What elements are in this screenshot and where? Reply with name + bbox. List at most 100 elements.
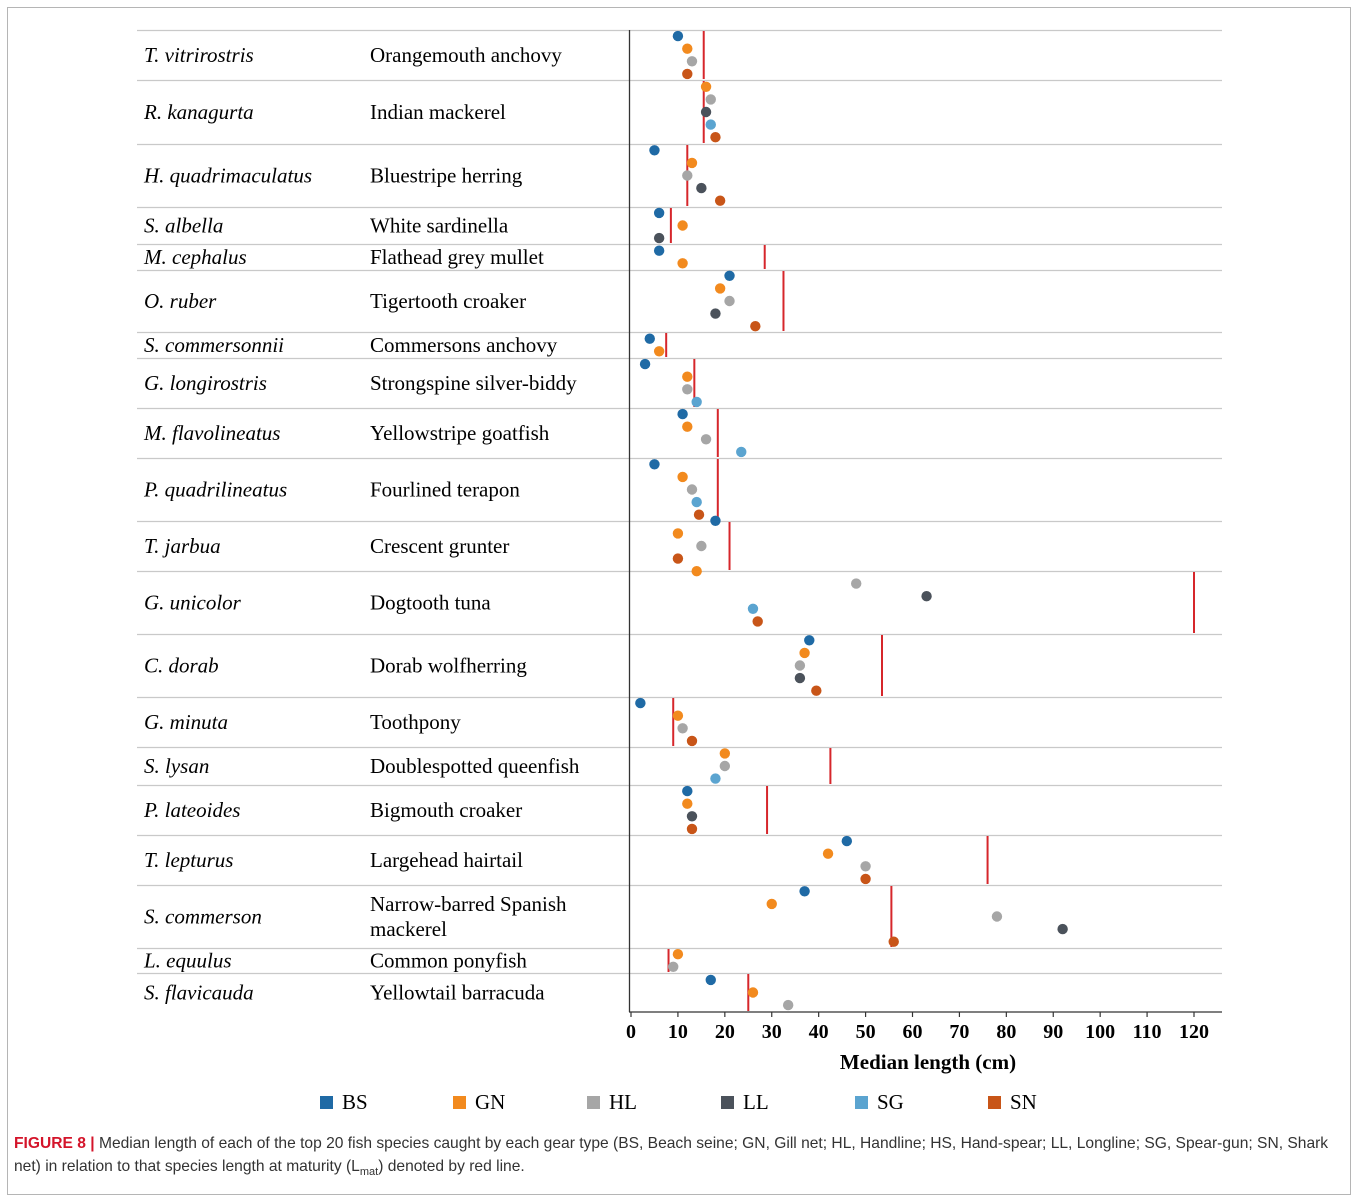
legend-label: HL xyxy=(609,1090,637,1114)
legend-swatch xyxy=(721,1096,734,1109)
caption-lmat: Lmat xyxy=(351,1158,379,1179)
data-point-bs xyxy=(841,835,853,847)
data-point-hl xyxy=(700,434,712,445)
species-scientific-name: R. kanagurta xyxy=(143,100,254,124)
species-scientific-name: M. cephalus xyxy=(143,245,247,269)
x-axis-title: Median length (cm) xyxy=(840,1050,1016,1074)
data-point-gn xyxy=(799,647,810,659)
species-common-name: Commersons anchovy xyxy=(370,333,558,357)
data-point-sn xyxy=(714,195,726,206)
legend-label: GN xyxy=(475,1090,505,1114)
data-point-bs xyxy=(677,408,688,420)
data-point-gn xyxy=(747,987,759,998)
legend-swatch xyxy=(587,1096,600,1109)
data-point-hl xyxy=(668,961,679,972)
data-point-gn xyxy=(714,283,726,294)
species-scientific-name: S. lysan xyxy=(144,754,209,778)
x-tick-label: 100 xyxy=(1085,1021,1115,1043)
data-point-hl xyxy=(851,578,862,589)
species-common-name: mackerel xyxy=(370,917,447,941)
data-point-hl xyxy=(682,384,693,395)
legend-label: BS xyxy=(342,1090,368,1114)
legend-swatch xyxy=(320,1096,333,1109)
x-tick-label: 60 xyxy=(903,1021,923,1043)
data-point-gn xyxy=(719,748,731,759)
species-scientific-name: H. quadrimaculatus xyxy=(143,164,312,188)
species-common-name: Bluestripe herring xyxy=(370,164,523,188)
data-point-bs xyxy=(705,974,716,986)
species-common-name: Doublespotted queenfish xyxy=(370,754,580,778)
data-point-gn xyxy=(700,81,712,93)
species-scientific-name: G. longirostris xyxy=(144,371,267,395)
data-point-gn xyxy=(677,220,688,231)
x-tick-label: 90 xyxy=(1043,1021,1063,1043)
species-scientific-name: O. ruber xyxy=(144,289,217,313)
data-point-bs xyxy=(649,459,660,470)
species-common-name: Orangemouth anchovy xyxy=(370,43,562,67)
data-point-ll xyxy=(686,811,698,822)
figure-frame xyxy=(7,7,1351,1195)
legend-swatch xyxy=(988,1096,1001,1109)
data-point-sn xyxy=(710,132,721,143)
data-point-sg xyxy=(710,773,721,784)
caption-text: Median length of each of the top 20 fish… xyxy=(14,1135,1329,1175)
data-point-sn xyxy=(682,68,693,80)
data-point-gn xyxy=(682,798,693,809)
data-point-bs xyxy=(653,207,665,219)
data-point-hl xyxy=(724,295,735,307)
legend-item-bs: BS xyxy=(320,1090,368,1114)
data-point-hl xyxy=(794,660,806,671)
data-point-gn xyxy=(677,471,688,483)
species-scientific-name: T. lepturus xyxy=(144,848,233,872)
legend-item-ll: LL xyxy=(721,1090,769,1114)
data-point-hl xyxy=(719,760,731,772)
data-point-bs xyxy=(710,515,721,526)
data-point-sn xyxy=(860,873,871,885)
data-point-hl xyxy=(682,170,693,181)
species-scientific-name: C. dorab xyxy=(144,654,219,678)
species-scientific-name: M. flavolineatus xyxy=(143,421,280,445)
data-point-sn xyxy=(693,509,705,520)
species-scientific-name: P. quadrilineatus xyxy=(143,478,287,502)
data-point-gn xyxy=(682,43,693,54)
data-point-ll xyxy=(1057,923,1068,935)
x-tick-label: 30 xyxy=(762,1021,782,1043)
data-point-ll xyxy=(700,106,712,118)
data-point-bs xyxy=(799,886,810,897)
x-tick-label: 120 xyxy=(1179,1021,1209,1043)
data-point-hl xyxy=(860,861,871,872)
data-point-bs xyxy=(724,270,735,281)
species-common-name: Dogtooth tuna xyxy=(370,591,491,615)
data-point-gn xyxy=(822,848,834,859)
legend-item-sg: SG xyxy=(855,1090,904,1114)
species-common-name: White sardinella xyxy=(370,214,509,238)
data-point-ll xyxy=(710,308,721,319)
x-tick-label: 50 xyxy=(856,1021,876,1043)
data-point-sn xyxy=(686,823,698,835)
data-point-hl xyxy=(696,540,707,552)
data-point-hl xyxy=(686,484,698,495)
species-common-name: Crescent grunter xyxy=(370,534,509,558)
row-separators xyxy=(137,29,1222,975)
species-common-name: Toothpony xyxy=(370,710,461,734)
data-points xyxy=(635,30,1068,1011)
data-point-bs xyxy=(644,333,655,344)
species-common-name: Narrow-barred Spanish xyxy=(370,892,567,916)
data-point-ll xyxy=(696,182,707,194)
legend-label: LL xyxy=(743,1090,769,1114)
data-point-gn xyxy=(672,528,684,539)
x-tick-label: 10 xyxy=(668,1021,688,1043)
species-scientific-name: P. lateoides xyxy=(143,798,240,822)
data-point-gn xyxy=(682,421,693,432)
species-common-name: Yellowtail barracuda xyxy=(370,981,545,1005)
x-tick-label: 80 xyxy=(996,1021,1016,1043)
species-common-name: Indian mackerel xyxy=(370,100,506,124)
data-point-bs xyxy=(804,635,815,646)
data-point-sg xyxy=(705,119,716,130)
species-scientific-name: T. vitrirostris xyxy=(144,43,254,67)
species-common-name: Dorab wolfherring xyxy=(370,654,527,678)
legend-swatch xyxy=(453,1096,466,1109)
data-point-gn xyxy=(672,710,684,721)
legend: BS GN HL LL SG SN xyxy=(320,1090,1037,1114)
species-labels: T. vitrirostris Orangemouth anchovy R. kan… xyxy=(143,43,580,1005)
